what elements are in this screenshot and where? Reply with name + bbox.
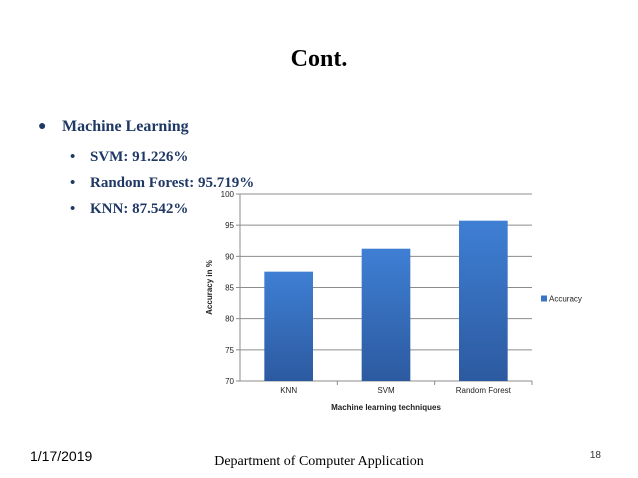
y-axis-title: Accuracy in % xyxy=(205,260,214,315)
sub-bullet-random-forest: • Random Forest: 95.719% xyxy=(70,170,254,196)
sub-bullet-dot-icon: • xyxy=(70,148,76,165)
x-tick-label: SVM xyxy=(377,386,395,395)
sub-bullet-text: Random Forest: 95.719% xyxy=(90,174,255,191)
y-tick-label: 100 xyxy=(221,190,235,199)
sub-bullet-svm: • SVM: 91.226% xyxy=(70,144,254,170)
slide-number: 18 xyxy=(589,450,601,461)
chart-svg: 70 75 80 85 90 95 100 KNN SVM Random Forest Machin… xyxy=(205,190,582,412)
accuracy-bar-chart: 70 75 80 85 90 95 100 KNN SVM Random Forest Machin… xyxy=(200,186,610,418)
bar-svm xyxy=(361,248,411,381)
legend-label: Accuracy xyxy=(549,295,582,304)
footer-department: Department of Computer Application xyxy=(214,454,424,469)
y-tick-label: 90 xyxy=(225,252,234,261)
sub-bullet-text: SVM: 91.226% xyxy=(90,148,189,165)
sub-bullet-knn: • KNN: 87.542% xyxy=(70,196,254,222)
sub-bullet-text: KNN: 87.542% xyxy=(90,200,189,217)
x-tick-label: Random Forest xyxy=(456,386,512,395)
bullet-main-text: Machine Learning xyxy=(62,118,189,135)
y-tick-label: 95 xyxy=(225,221,234,230)
slide-title: Cont. xyxy=(290,46,348,72)
bar-knn xyxy=(264,271,313,381)
y-tick-label: 70 xyxy=(225,377,234,386)
sub-bullet-dot-icon: • xyxy=(70,200,76,217)
y-tick-label: 75 xyxy=(225,346,234,355)
x-axis-title: Machine learning techniques xyxy=(331,403,441,412)
bullet-list: ● Machine Learning • SVM: 91.226% • Rand… xyxy=(38,116,254,222)
x-tick-label: KNN xyxy=(280,386,297,395)
footer-date: 1/17/2019 xyxy=(30,448,93,464)
bullet-dot-icon: ● xyxy=(38,119,47,134)
y-tick-label: 80 xyxy=(225,315,234,324)
bullet-main: ● Machine Learning xyxy=(38,116,254,138)
y-tick-label: 85 xyxy=(225,284,234,293)
bar-random-forest xyxy=(459,220,508,381)
sub-bullet-dot-icon: • xyxy=(70,174,76,191)
legend-swatch xyxy=(541,295,547,302)
